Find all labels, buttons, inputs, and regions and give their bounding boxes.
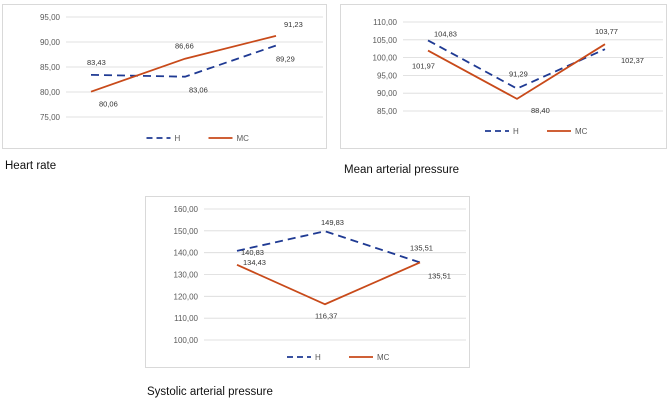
series-line-mc bbox=[236, 261, 421, 306]
y-tick-label: 95,00 bbox=[377, 71, 398, 80]
data-label: 91,29 bbox=[509, 70, 528, 79]
y-tick-label: 105,00 bbox=[373, 36, 398, 45]
data-label: 149,83 bbox=[321, 218, 344, 227]
data-label: 134,43 bbox=[243, 258, 266, 267]
data-label: 101,97 bbox=[412, 62, 435, 71]
data-label: 140,83 bbox=[241, 248, 264, 257]
series-line-h bbox=[236, 230, 421, 264]
mean-arterial-pressure-chart: 85,00 90,00 95,00 100,00 105,00 110,00 104,83 9… bbox=[340, 4, 667, 149]
legend-label-mc: MC bbox=[575, 127, 588, 136]
legend-label-mc: MC bbox=[237, 134, 250, 143]
y-tick-label: 80,00 bbox=[40, 88, 61, 97]
data-label: 89,29 bbox=[276, 55, 295, 64]
legend-label-mc: MC bbox=[377, 353, 390, 362]
data-label: 135,51 bbox=[428, 271, 451, 280]
y-tick-label: 90,00 bbox=[377, 89, 398, 98]
y-tick-label: 100,00 bbox=[373, 54, 398, 63]
data-label: 135,51 bbox=[410, 243, 433, 252]
series-line-mc bbox=[427, 43, 606, 100]
systolic-arterial-pressure-caption: Systolic arterial pressure bbox=[147, 386, 273, 398]
legend: H MC bbox=[485, 127, 588, 136]
y-tick-label: 85,00 bbox=[40, 63, 61, 72]
y-tick-label: 100,00 bbox=[174, 336, 199, 345]
legend: H MC bbox=[146, 134, 250, 143]
series-line-h bbox=[427, 39, 606, 90]
data-label: 83,06 bbox=[189, 86, 208, 95]
legend-label-h: H bbox=[175, 134, 181, 143]
systolic-arterial-pressure-chart: 100,00 110,00 120,00 130,00 140,00 150,00 160,… bbox=[145, 196, 470, 368]
legend-label-h: H bbox=[513, 127, 519, 136]
heart-rate-caption: Heart rate bbox=[5, 160, 57, 172]
data-label: 102,37 bbox=[621, 56, 644, 65]
series-line-h bbox=[90, 44, 277, 78]
mean-arterial-pressure-caption: Mean arterial pressure bbox=[344, 164, 460, 176]
y-tick-label: 110,00 bbox=[174, 314, 198, 323]
data-label: 88,40 bbox=[531, 106, 550, 115]
legend: H MC bbox=[287, 353, 390, 362]
chart-svg: 100,00 110,00 120,00 130,00 140,00 150,00 160,… bbox=[174, 205, 466, 362]
y-tick-label: 110,00 bbox=[373, 18, 397, 27]
y-tick-label: 150,00 bbox=[174, 227, 199, 236]
y-tick-label: 130,00 bbox=[174, 271, 199, 280]
y-tick-label: 85,00 bbox=[377, 107, 398, 116]
data-label: 91,23 bbox=[284, 20, 303, 29]
data-label: 116,37 bbox=[315, 311, 337, 320]
chart-svg: 85,00 90,00 95,00 100,00 105,00 110,00 104,83 9… bbox=[373, 18, 663, 136]
y-tick-label: 75,00 bbox=[40, 113, 61, 122]
data-label: 80,06 bbox=[99, 100, 118, 109]
y-tick-label: 140,00 bbox=[174, 249, 199, 258]
y-tick-label: 160,00 bbox=[174, 205, 199, 214]
series-line-mc bbox=[90, 34, 277, 93]
heart-rate-chart: 75,00 80,00 85,00 90,00 95,00 83,43 83,06 89,29… bbox=[2, 4, 327, 149]
y-tick-label: 120,00 bbox=[174, 292, 199, 301]
legend-label-h: H bbox=[315, 353, 321, 362]
y-tick-label: 90,00 bbox=[40, 38, 61, 47]
data-label: 104,83 bbox=[434, 29, 457, 38]
data-label: 86,66 bbox=[175, 42, 194, 51]
data-label: 83,43 bbox=[87, 58, 106, 67]
chart-svg: 75,00 80,00 85,00 90,00 95,00 83,43 83,06 89,29… bbox=[40, 13, 323, 143]
data-label: 103,77 bbox=[595, 27, 618, 36]
y-tick-label: 95,00 bbox=[40, 13, 61, 22]
